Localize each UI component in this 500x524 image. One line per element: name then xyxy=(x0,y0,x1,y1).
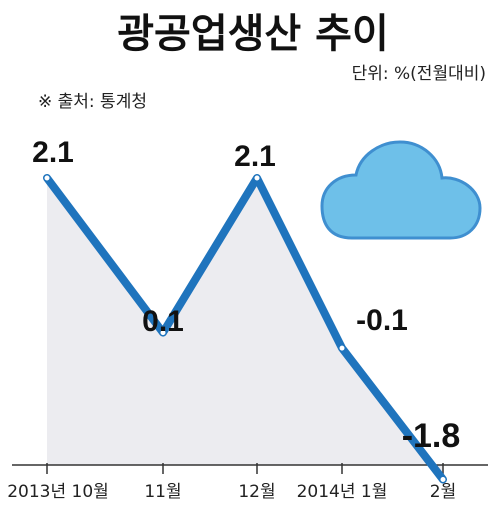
data-label: -0.1 xyxy=(356,304,408,337)
data-point xyxy=(159,329,167,337)
data-label: 2.1 xyxy=(234,140,276,173)
x-tick-label: 2013년 10월 xyxy=(7,482,109,502)
data-point xyxy=(43,174,51,182)
chart-title: 광공업생산 추이 xyxy=(117,11,389,57)
data-label: 2.1 xyxy=(32,136,74,169)
unit-note: 단위: %(전월대비) xyxy=(352,64,486,84)
data-point xyxy=(253,174,261,182)
x-tick-label: 2월 xyxy=(430,482,456,502)
data-label: 0.1 xyxy=(142,305,184,338)
x-axis xyxy=(12,463,488,474)
x-tick-label: 2014년 1월 xyxy=(297,482,388,502)
data-point xyxy=(338,344,346,352)
data-labels: 2.1 0.1 2.1 -0.1 -1.8 xyxy=(32,136,460,455)
data-markers xyxy=(43,174,447,483)
data-label: -1.8 xyxy=(402,417,461,455)
cloud-icon xyxy=(320,140,482,240)
x-tick-label: 11월 xyxy=(144,482,181,502)
x-tick-labels: 2013년 10월 11월 12월 2014년 1월 2월 xyxy=(7,482,456,502)
source-note: ※ 출처: 통계청 xyxy=(38,92,147,112)
area-fill xyxy=(47,178,443,480)
data-point xyxy=(439,476,447,483)
x-tick-label: 12월 xyxy=(238,482,275,502)
plot-area xyxy=(47,178,443,480)
